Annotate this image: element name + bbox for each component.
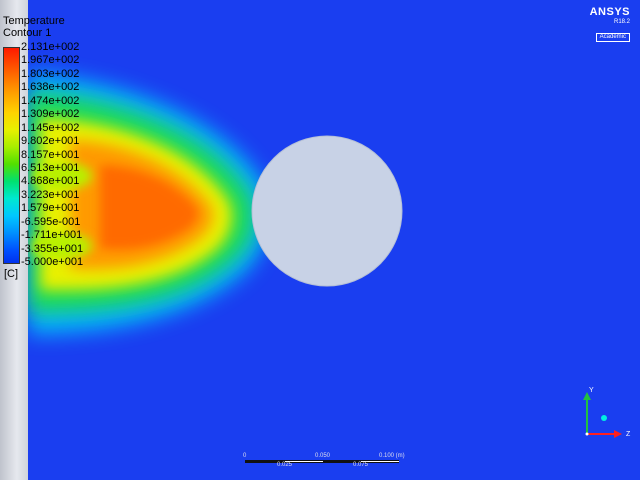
z-axis-label: Z xyxy=(626,431,631,438)
legend-value-label: 2.131e+002 xyxy=(21,41,80,53)
legend-value-label: 9.802e+001 xyxy=(21,135,80,148)
legend-value-label: 1.309e+002 xyxy=(21,108,80,121)
axis-triad: Y Z xyxy=(583,387,631,438)
legend-value-label: 4.868e+001 xyxy=(21,175,80,188)
temperature-colorbar xyxy=(3,47,20,264)
ansys-logo: ANSYS R18.2 Academic xyxy=(590,6,630,43)
legend-value-label: 1.803e+002 xyxy=(21,67,80,80)
legend-value-label: -1.711e+001 xyxy=(21,229,83,242)
cylinder xyxy=(251,135,403,287)
scale-bar: 0 0.025 0.050 0.075 0.100 (m) xyxy=(243,453,405,468)
plume-cool-lobe-bottom xyxy=(32,232,92,260)
scale-seg-4 xyxy=(361,460,399,463)
plume-hot-core xyxy=(100,165,198,250)
y-axis-label: Y xyxy=(589,387,594,394)
scale-seg-1 xyxy=(245,460,285,463)
origin-dot xyxy=(585,432,589,436)
legend-value-label: 1.638e+002 xyxy=(21,81,80,94)
scale-seg-2 xyxy=(285,460,323,463)
legend-value-label: 6.513e+001 xyxy=(21,161,80,174)
legend-value-label: 1.579e+001 xyxy=(21,202,80,215)
scale-label-mid: 0.050 xyxy=(315,453,331,459)
legend-value-label: 1.145e+002 xyxy=(21,121,80,134)
scale-seg-3 xyxy=(323,460,361,463)
legend-value-label: -6.595e-001 xyxy=(21,215,81,228)
legend-value-label: -5.000e+001 xyxy=(21,256,84,268)
scale-label-max: 0.100 (m) xyxy=(379,453,405,459)
legend-subtitle: Contour 1 xyxy=(3,27,52,39)
scale-label-zero: 0 xyxy=(243,453,247,459)
legend-unit: [C] xyxy=(4,268,19,280)
scale-label-q1: 0.025 xyxy=(277,462,293,468)
z-axis-arrowhead xyxy=(614,430,622,438)
legend-value-label: 1.474e+002 xyxy=(21,94,80,107)
legend-value-label: 8.157e+001 xyxy=(21,148,80,161)
brand-name: ANSYS xyxy=(589,6,630,18)
cyan-dot xyxy=(601,415,607,421)
y-axis-arrowhead xyxy=(583,392,591,400)
scale-label-q3: 0.075 xyxy=(353,462,369,468)
legend-title: Temperature xyxy=(3,15,65,27)
legend-value-label: -3.355e+001 xyxy=(21,242,84,255)
brand-version: R18.2 xyxy=(613,19,630,25)
legend-value-label: 1.967e+002 xyxy=(21,54,80,67)
legend-value-label: 3.223e+001 xyxy=(21,188,80,201)
plume-cool-lobe-top xyxy=(32,162,92,190)
brand-edition: Academic xyxy=(595,33,630,42)
